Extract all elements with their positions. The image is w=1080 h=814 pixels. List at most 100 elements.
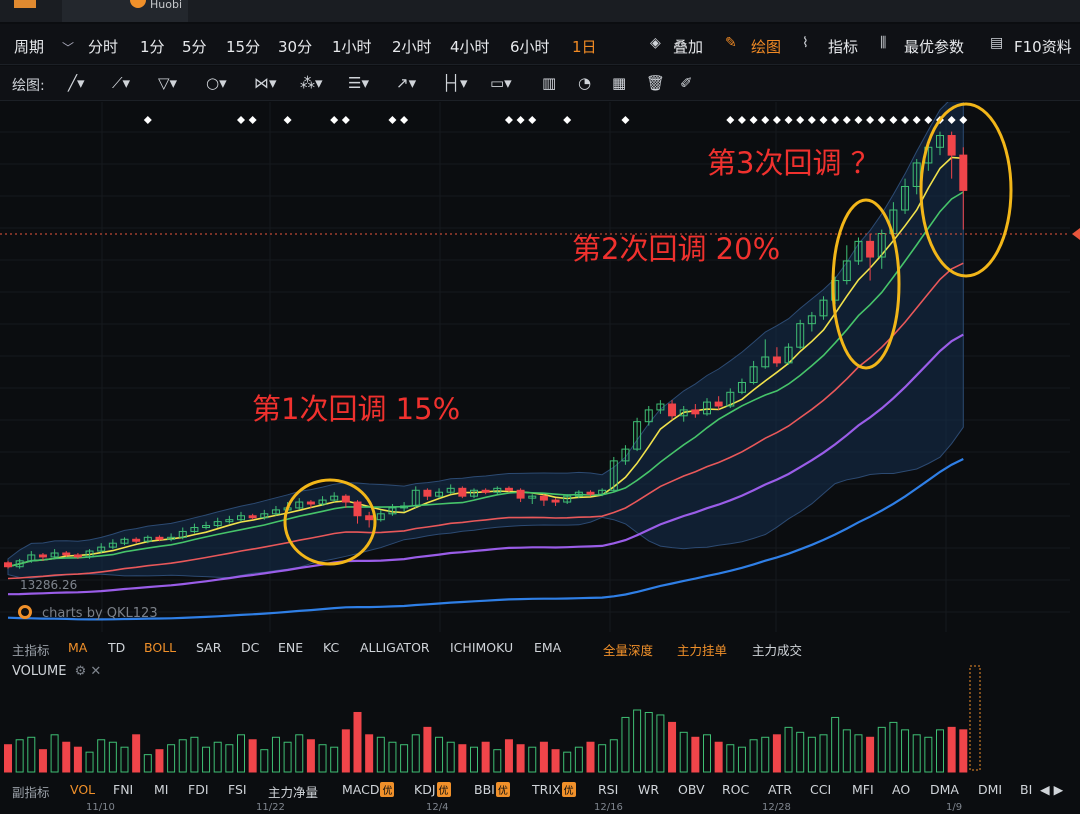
settings-icon[interactable]: ⚙ (74, 664, 87, 679)
sub-indicator-1[interactable]: VOL (70, 782, 95, 797)
sub-indicator-20[interactable]: DMI (978, 782, 1002, 797)
trash-icon[interactable]: 🗑 (646, 74, 666, 92)
candle-body (761, 356, 770, 368)
candle (819, 296, 828, 320)
indicator-6[interactable]: ENE (278, 640, 304, 655)
segment-tool-icon[interactable]: ⟋▾ (112, 74, 131, 92)
sub-indicator-19[interactable]: DMA (930, 782, 959, 797)
candle (155, 535, 164, 542)
indicator-11[interactable]: 全量深度 (603, 643, 654, 658)
close-icon[interactable]: ✕ (90, 664, 102, 679)
line-tool-icon[interactable]: ╱▾ (68, 74, 85, 92)
candle-body (353, 501, 362, 517)
volume-bar (376, 736, 385, 773)
indicator-8[interactable]: ALLIGATOR (360, 640, 430, 655)
period-2[interactable]: 1分 (140, 38, 165, 56)
pencil-icon[interactable]: ✐ (680, 74, 693, 92)
arrow-tool-icon[interactable]: ↗▾ (396, 74, 417, 92)
candlestick-chart[interactable] (0, 102, 1080, 632)
sub-indicator-13[interactable]: OBV (678, 782, 705, 797)
comment-tool-icon[interactable]: ▭▾ (490, 74, 512, 92)
indicator-button[interactable]: 指标 (828, 38, 859, 56)
volume-bar (97, 739, 106, 773)
candle (27, 551, 36, 563)
sub-indicator-6[interactable]: 主力净量 (268, 782, 318, 801)
sub-indicator-5[interactable]: FSI (228, 782, 247, 797)
volume-bar (458, 744, 467, 773)
indicator-12[interactable]: 主力挂单 (677, 643, 728, 658)
indicator-2[interactable]: TD (108, 640, 126, 655)
window-tab[interactable]: Huobi (62, 0, 188, 22)
draw-button[interactable]: 绘图 (751, 38, 782, 56)
sub-indicator-2[interactable]: FNI (113, 782, 133, 797)
indicator-10[interactable]: EMA (534, 640, 562, 655)
histogram-icon[interactable]: ▦ (612, 74, 627, 92)
volume-bar (703, 734, 711, 773)
sub-indicator-10[interactable]: TRIX 优 (532, 782, 576, 797)
candle-body (528, 495, 537, 499)
volume-bar (924, 736, 933, 773)
period-4[interactable]: 15分 (226, 38, 261, 56)
sub-indicator-14[interactable]: ROC (722, 782, 749, 797)
pie-chart-icon[interactable]: ◔ (578, 74, 592, 92)
indicator-7[interactable]: KC (323, 640, 340, 655)
sub-indicator-15[interactable]: ATR (768, 782, 792, 797)
period-7[interactable]: 2小时 (392, 38, 432, 56)
indicator-4[interactable]: SAR (196, 640, 222, 655)
volume-bar (912, 734, 921, 773)
sub-indicator-7[interactable]: MACD 优 (342, 782, 395, 797)
candle-body (202, 525, 211, 529)
sub-indicator-11[interactable]: RSI (598, 782, 618, 797)
indicator-3[interactable]: BOLL (144, 640, 177, 655)
scroll-arrows-icon[interactable]: ◀ ▶ (1040, 782, 1064, 797)
period-5[interactable]: 30分 (278, 38, 313, 56)
period-8[interactable]: 4小时 (450, 38, 490, 56)
candle (97, 543, 106, 553)
signal-marker (877, 116, 886, 124)
chevron-down-icon[interactable]: ﹀ (62, 41, 75, 55)
indicator-9[interactable]: ICHIMOKU (450, 640, 514, 655)
sub-indicator-12[interactable]: WR (638, 782, 659, 797)
pullback-circle-1 (283, 478, 377, 566)
period-10[interactable]: 1日 (572, 38, 597, 56)
wave-tool-icon[interactable]: ⋈▾ (254, 74, 277, 92)
indicator-13[interactable]: 主力成交 (752, 643, 803, 658)
volume-bar (714, 741, 723, 773)
period-1[interactable]: 分时 (88, 38, 119, 56)
volume-bar (318, 744, 327, 773)
sub-indicator-9[interactable]: BBI 优 (474, 782, 510, 797)
fibonacci-tool-icon[interactable]: ☰▾ (348, 74, 369, 92)
current-price-pointer (1072, 228, 1080, 240)
sub-indicator-4[interactable]: FDI (188, 782, 209, 797)
bar-chart-icon[interactable]: ▥ (542, 74, 557, 92)
candle (714, 396, 723, 410)
signal-marker (796, 116, 805, 124)
candle-body (73, 554, 82, 558)
candle (353, 500, 362, 524)
pattern-tool-icon[interactable]: ⁂▾ (300, 74, 323, 92)
period-6[interactable]: 1小时 (332, 38, 372, 56)
period-9[interactable]: 6小时 (510, 38, 550, 56)
indicator-1[interactable]: MA (68, 640, 88, 655)
candle (435, 488, 444, 499)
circle-tool-icon[interactable]: ○▾ (206, 74, 227, 92)
sub-indicator-17[interactable]: MFI (852, 782, 874, 797)
menu-icon[interactable] (14, 0, 36, 8)
candle-body (866, 240, 875, 258)
indicator-5[interactable]: DC (241, 640, 260, 655)
sub-indicator-3[interactable]: MI (154, 782, 168, 797)
sub-indicator-label: 副指标 (12, 785, 50, 800)
period-3[interactable]: 5分 (182, 38, 207, 56)
range-tool-icon[interactable]: ├┤▾ (442, 74, 468, 92)
volume-bar (621, 716, 630, 773)
candle-body (330, 495, 339, 501)
sub-indicator-8[interactable]: KDJ 优 (414, 782, 451, 797)
f10-button[interactable]: F10资料 (1014, 38, 1072, 56)
overlay-button[interactable]: 叠加 (673, 38, 704, 56)
sub-indicator-16[interactable]: CCI (810, 782, 831, 797)
candle (376, 509, 385, 522)
sub-indicator-18[interactable]: AO (892, 782, 910, 797)
best-params-button[interactable]: 最优参数 (904, 38, 965, 56)
triangle-tool-icon[interactable]: ▽▾ (158, 74, 178, 92)
sub-indicator-21[interactable]: BI (1020, 782, 1032, 797)
